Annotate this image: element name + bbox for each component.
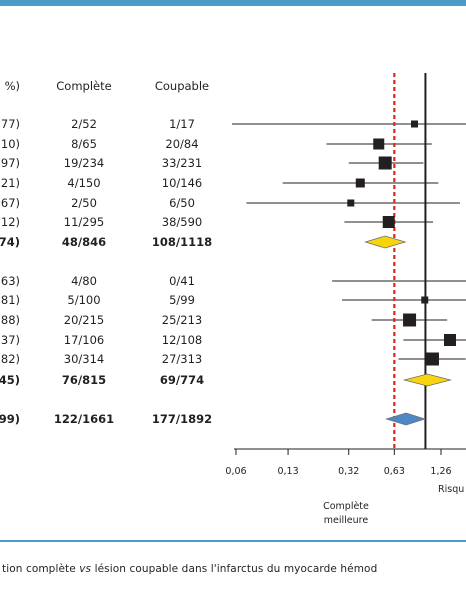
group1-row-6-culprit: 38/590 (162, 215, 202, 229)
group1-row-4-point (355, 178, 365, 188)
group2-row-3-complete: 20/215 (64, 313, 104, 327)
complete-column-header: Complète (56, 79, 111, 93)
group2-row-5-ci: 82) (1, 352, 20, 366)
group1-subtotal-complete: 48/846 (62, 235, 106, 249)
favours-complete-line-2: meilleure (324, 515, 369, 526)
group1-row-4-ci: 21) (1, 176, 20, 190)
group1-row-2-ci: 10) (1, 137, 20, 151)
forest-plot: 95 %) Complète Coupable 77) 2/52 1/17 10) 8/65 2… (0, 73, 466, 526)
overall-total-culprit: 177/1892 (152, 412, 212, 426)
x-tick-label-5: 1,26 (430, 466, 451, 477)
group1-row-3-complete: 19/234 (64, 156, 104, 170)
group2-row-2-complete: 5/100 (67, 293, 100, 307)
group2-row-1-complete: 4/80 (71, 274, 97, 288)
group1-row-4-complete: 4/150 (67, 176, 100, 190)
x-tick-label-3: 0,32 (338, 466, 359, 477)
group1-subtotal-diamond (364, 235, 407, 249)
group1-row-2-point (373, 138, 385, 150)
group2-subtotal-ci: 45) (0, 373, 20, 387)
group2-row-1-culprit: 0/41 (169, 274, 195, 288)
x-tick-label-1: 0,06 (225, 466, 246, 477)
group2-row-4-complete: 17/106 (64, 333, 104, 347)
group1-row-3-ci: 97) (1, 156, 20, 170)
group2-row-3-ci: 88) (1, 313, 20, 327)
group2-subtotal-culprit: 69/774 (160, 373, 204, 387)
group2-subtotal-diamond (402, 373, 453, 387)
group1-row-6-point (382, 216, 395, 228)
culprit-column-header: Coupable (155, 79, 209, 93)
group1-row-5-point (347, 199, 355, 207)
group1-subtotal-culprit: 108/1118 (152, 235, 212, 249)
group2-row-2-ci: 81) (1, 293, 20, 307)
group2-row-3-culprit: 25/213 (162, 313, 202, 327)
bottom-frame-bar (0, 540, 466, 542)
caption-vs: vs (79, 563, 92, 575)
group2-row-2-culprit: 5/99 (169, 293, 195, 307)
x-tick-label-2: 0,13 (277, 466, 298, 477)
group2-row-4-ci: 37) (1, 333, 20, 347)
group1-row-1-complete: 2/52 (71, 117, 97, 131)
figure-caption: tion complète vs lésion coupable dans l'… (2, 563, 466, 575)
top-frame-bar (0, 0, 466, 6)
group1-row-6-complete: 11/295 (64, 215, 104, 229)
caption-part-1: tion complète (2, 563, 80, 575)
group1-row-5-culprit: 6/50 (169, 196, 195, 210)
ci-column-header: 95 %) (0, 79, 20, 93)
overall-total-ci: 99) (0, 412, 20, 426)
overall-diamond (385, 412, 427, 426)
group2-subtotal-complete: 76/815 (62, 373, 106, 387)
group2-row-5-culprit: 27/313 (162, 352, 202, 366)
group1-row-3-point (378, 156, 392, 170)
group1-row-2-culprit: 20/84 (165, 137, 198, 151)
caption-part-2: lésion coupable dans l'infarctus du myoc… (91, 563, 378, 575)
group2-row-3-point (403, 313, 417, 327)
group2-row-4-point (443, 334, 456, 346)
group2-row-5-complete: 30/314 (64, 352, 104, 366)
group1-row-3-culprit: 33/231 (162, 156, 202, 170)
group1-row-4-culprit: 10/146 (162, 176, 202, 190)
overall-total-complete: 122/1661 (54, 412, 114, 426)
group1-row-2-complete: 8/65 (71, 137, 97, 151)
group2-row-5-point (425, 352, 439, 366)
group2-row-4-culprit: 12/108 (162, 333, 202, 347)
group1-row-1-ci: 77) (1, 117, 20, 131)
group1-row-1-point (410, 120, 418, 128)
x-tick-label-4: 0,63 (384, 466, 405, 477)
group2-row-2-point (421, 296, 429, 304)
group1-row-5-ci: 67) (1, 196, 20, 210)
x-axis-label-fragment: Risqu (438, 484, 464, 495)
group1-row-5-complete: 2/50 (71, 196, 97, 210)
group1-row-1-culprit: 1/17 (169, 117, 195, 131)
favours-complete-line-1: Complète (323, 501, 369, 512)
group1-row-6-ci: 12) (1, 215, 20, 229)
group2-row-1-ci: 63) (1, 274, 20, 288)
group1-subtotal-ci: 74) (0, 235, 20, 249)
